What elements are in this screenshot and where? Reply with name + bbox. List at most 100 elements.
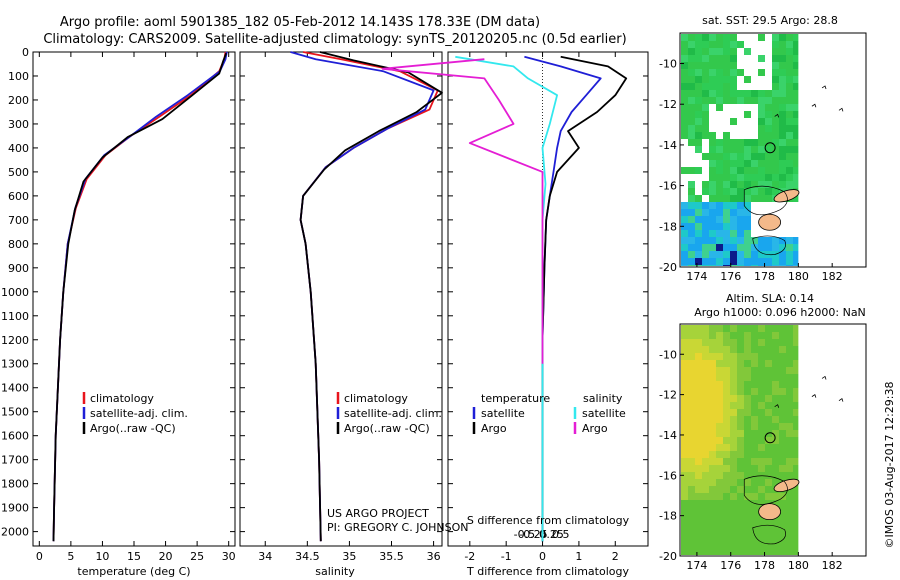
- y-tick-label: 1600: [1, 430, 29, 443]
- map-cell: [716, 402, 723, 409]
- map-cell: [695, 202, 702, 209]
- map-cell: [744, 174, 751, 181]
- map-cell: [716, 160, 723, 167]
- x-tick-label: 34.5: [295, 550, 320, 563]
- map-cell: [751, 188, 758, 195]
- map-cell: [744, 437, 751, 444]
- map-cell: [779, 146, 786, 153]
- map-cell: [786, 472, 793, 479]
- map-cell: [681, 458, 688, 465]
- map-cell: [737, 395, 744, 402]
- map-cell: [751, 514, 758, 521]
- map-x-tick-label: 176: [720, 559, 741, 572]
- map-cell: [681, 90, 688, 97]
- map-cell: [709, 430, 716, 437]
- map-cell: [772, 395, 779, 402]
- map-cell: [793, 132, 799, 139]
- map-cell: [695, 549, 702, 555]
- map-cell: [779, 507, 786, 514]
- map-cell: [779, 402, 786, 409]
- map-cell: [681, 528, 688, 535]
- map-cell: [779, 48, 786, 55]
- map-cell: [688, 458, 695, 465]
- map-cell: [744, 339, 751, 346]
- map-cell: [765, 388, 772, 395]
- map-cell: [688, 528, 695, 535]
- map-cell: [772, 381, 779, 388]
- map-cell: [716, 458, 723, 465]
- map-cell: [779, 353, 786, 360]
- map-cell: [709, 409, 716, 416]
- map-cell: [737, 146, 744, 153]
- map-cell: [779, 416, 786, 423]
- map-cell: [695, 265, 702, 266]
- map-cell: [772, 48, 779, 55]
- map-cell: [786, 381, 793, 388]
- map-cell: [779, 104, 786, 111]
- map-cell: [681, 402, 688, 409]
- map-cell: [730, 202, 737, 209]
- map-cell: [751, 332, 758, 339]
- map-cell: [716, 493, 723, 500]
- map-cell: [758, 90, 765, 97]
- map-cell: [758, 244, 765, 251]
- map-cell: [730, 209, 737, 216]
- map-cell: [709, 514, 716, 521]
- map-cell: [730, 507, 737, 514]
- island-mark: [774, 113, 780, 118]
- map-cell: [723, 542, 730, 549]
- map-cell: [723, 132, 730, 139]
- map-cell: [702, 374, 709, 381]
- map-cell: [751, 472, 758, 479]
- map-cell: [751, 181, 758, 188]
- map-cell: [765, 188, 772, 195]
- map-cell: [730, 139, 737, 146]
- y-tick-label: 1500: [1, 406, 29, 419]
- map-y-tick-label: -20: [659, 550, 677, 563]
- map-cell: [695, 402, 702, 409]
- map-cell: [716, 209, 723, 216]
- map-cell: [730, 367, 737, 374]
- x-tick-label: 36: [427, 550, 441, 563]
- map-cell: [688, 244, 695, 251]
- map-cell: [751, 237, 758, 244]
- map-cell: [695, 500, 702, 507]
- map-cell: [765, 174, 772, 181]
- map-cell: [709, 258, 716, 265]
- map-cell: [737, 388, 744, 395]
- map-cell: [702, 458, 709, 465]
- map-cell: [758, 458, 765, 465]
- map-cell: [695, 125, 702, 132]
- map-cell: [765, 325, 772, 332]
- map-cell: [793, 332, 799, 339]
- map-cell: [723, 251, 730, 258]
- map-cell: [716, 500, 723, 507]
- map-cell: [779, 118, 786, 125]
- map-cell: [702, 48, 709, 55]
- map-cell: [793, 402, 799, 409]
- map-cell: [744, 251, 751, 258]
- map-cell: [758, 493, 765, 500]
- map-cell: [730, 409, 737, 416]
- temperature-legend: climatology satellite-adj. clim. Argo(..…: [82, 392, 188, 435]
- map-cell: [716, 430, 723, 437]
- s-diff-tick-label: 0.25: [539, 528, 564, 541]
- map-cell: [737, 195, 744, 202]
- map-cell: [758, 437, 765, 444]
- map-cell: [793, 444, 799, 451]
- map-cell: [772, 521, 779, 528]
- map-cell: [758, 146, 765, 153]
- map-cell: [772, 360, 779, 367]
- map-x-tick-label: 174: [686, 270, 707, 283]
- map-cell: [688, 251, 695, 258]
- map-cell: [681, 132, 688, 139]
- map-cell: [751, 395, 758, 402]
- map-cell: [793, 514, 799, 521]
- map-cell: [709, 55, 716, 62]
- map-cell: [744, 223, 751, 230]
- map-cell: [751, 346, 758, 353]
- map-cell: [793, 174, 799, 181]
- map-cell: [723, 332, 730, 339]
- map-cell: [779, 409, 786, 416]
- map-cell: [765, 353, 772, 360]
